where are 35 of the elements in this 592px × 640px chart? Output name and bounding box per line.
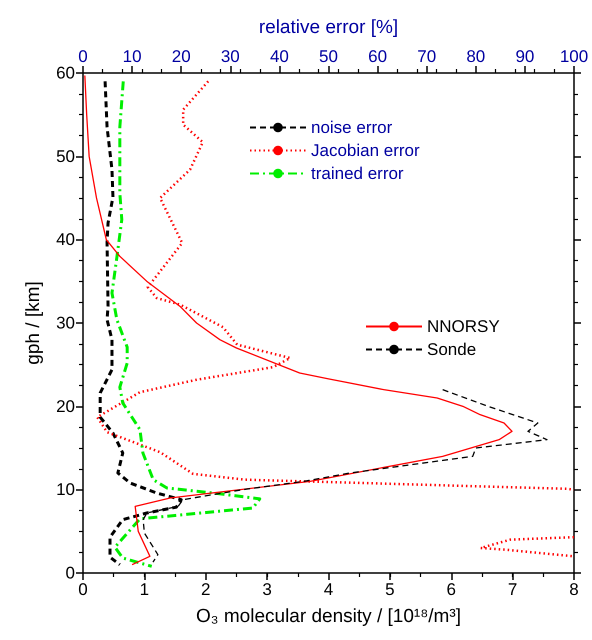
legend-label: trained error bbox=[311, 164, 404, 183]
x2-tick-label: 20 bbox=[172, 47, 191, 66]
x-tick-label: 3 bbox=[262, 580, 272, 599]
y-tick-label: 30 bbox=[56, 314, 75, 332]
y-tick-label: 0 bbox=[66, 564, 75, 582]
legend-label: Sonde bbox=[427, 340, 476, 359]
x2-tick-label: 100 bbox=[560, 47, 588, 66]
y-tick-label: 10 bbox=[56, 480, 75, 500]
x2-tick-label: 90 bbox=[515, 47, 534, 66]
x2-tick-label: 70 bbox=[417, 47, 436, 66]
x2-tick-label: 0 bbox=[78, 47, 88, 66]
x-tick-label: 2 bbox=[201, 580, 210, 599]
legend-label: NNORSY bbox=[427, 317, 500, 336]
x-tick-label: 8 bbox=[569, 580, 579, 599]
x-tick-label: 5 bbox=[385, 580, 395, 599]
x-tick-label: 1 bbox=[140, 580, 150, 599]
x-tick-label: 7 bbox=[508, 580, 518, 599]
x2-tick-label: 40 bbox=[270, 47, 289, 66]
y-tick-label: 50 bbox=[56, 146, 75, 166]
x2-tick-label: 80 bbox=[466, 47, 486, 66]
x2-tick-label: 30 bbox=[220, 47, 240, 66]
x-axis-title: O₃ molecular density / [10¹⁸/m³] bbox=[196, 606, 461, 627]
y-tick-label: 20 bbox=[56, 396, 75, 416]
y-tick-label: 40 bbox=[56, 230, 75, 250]
x-tick-label: 0 bbox=[78, 580, 88, 599]
y-tick-label: 60 bbox=[56, 64, 75, 82]
x-tick-label: 6 bbox=[446, 580, 456, 599]
x2-tick-label: 50 bbox=[319, 47, 338, 66]
x2-axis-title: relative error [%] bbox=[258, 17, 398, 38]
legend-label: noise error bbox=[311, 118, 393, 137]
x2-tick-label: 10 bbox=[122, 47, 142, 66]
legend-label: Jacobian error bbox=[311, 141, 420, 160]
y-axis-title: gph / [km] bbox=[23, 281, 44, 365]
x-tick-label: 4 bbox=[324, 580, 334, 599]
x2-tick-label: 60 bbox=[368, 47, 388, 66]
